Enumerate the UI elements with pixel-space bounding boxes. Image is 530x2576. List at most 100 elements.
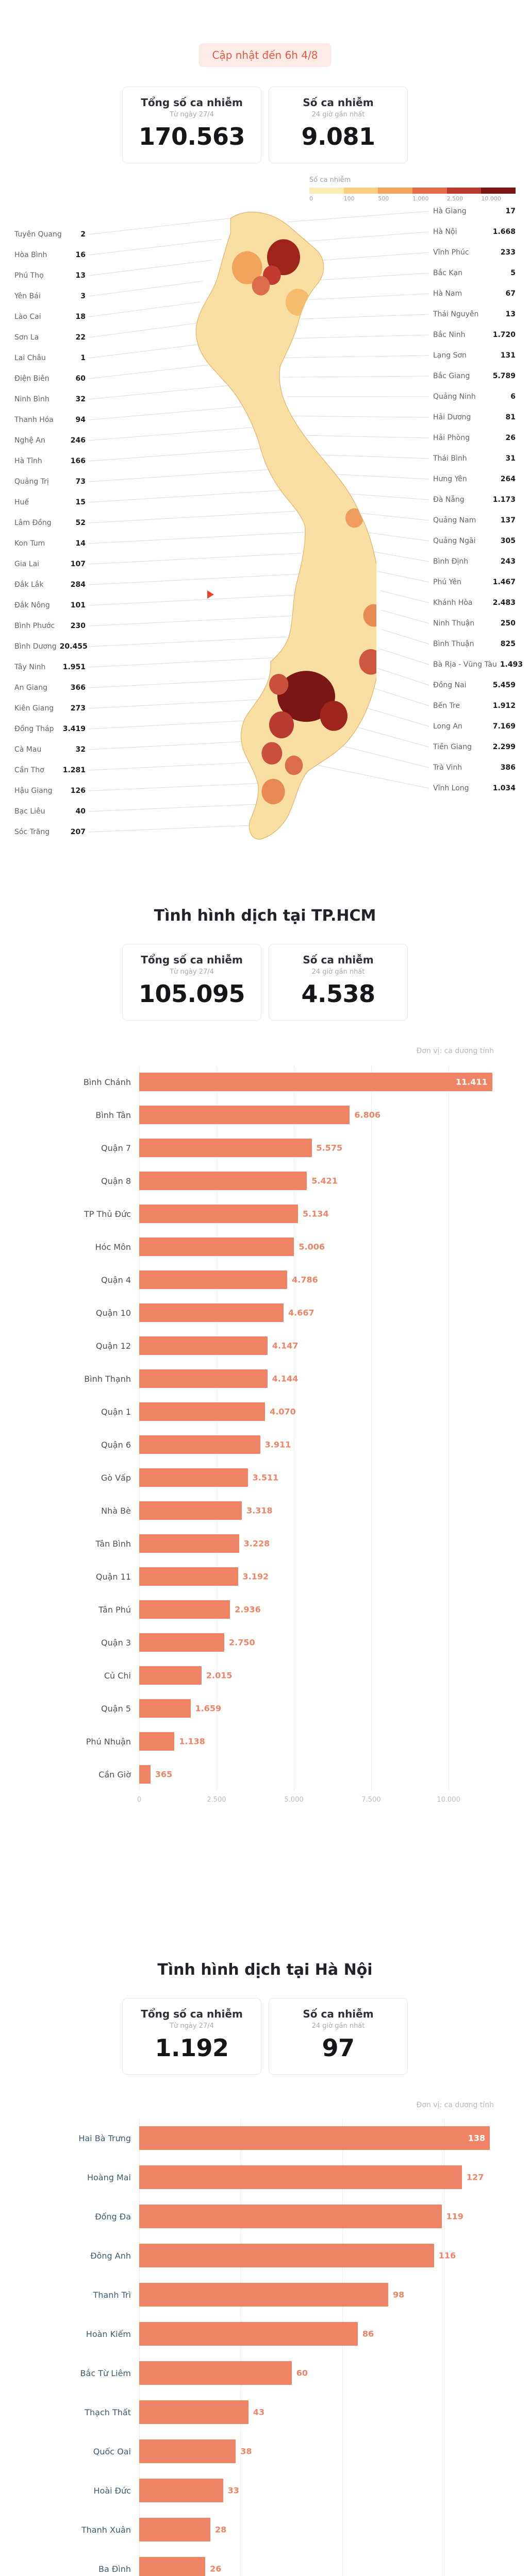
leader-line	[379, 649, 429, 665]
map-arrow-icon	[207, 590, 214, 599]
chart-bar: 33	[139, 2479, 239, 2502]
province-row: Trà Vinh 386	[433, 757, 516, 778]
chart-bar: 3.228	[139, 1534, 270, 1553]
chart-bar-value: 3.192	[242, 1571, 269, 1582]
chart-bar: 3.192	[139, 1567, 269, 1586]
province-name: Bình Phước	[14, 622, 55, 630]
province-name: Hải Phòng	[433, 434, 470, 442]
province-name: Khánh Hòa	[433, 599, 473, 607]
chart-row-label: Củ Chi	[104, 1670, 131, 1681]
province-name: An Giang	[14, 684, 47, 692]
province-row: Nghệ An 246	[14, 430, 86, 451]
chart-row-label: Quận 1	[101, 1406, 131, 1417]
province-value: 246	[70, 436, 86, 445]
province-name: Lâm Đồng	[14, 519, 52, 527]
province-row: Bình Phước 230	[14, 616, 86, 636]
province-row: Hải Dương 81	[433, 407, 516, 428]
province-name: Bến Tre	[433, 702, 460, 710]
province-name: Điện Biên	[14, 375, 49, 383]
chart-row-plot: 5.006	[139, 1238, 495, 1256]
chart-row-label: Bình Chánh	[83, 1077, 131, 1087]
province-row: Lạng Sơn 131	[433, 345, 516, 366]
chart-bar-value: 98	[393, 2290, 405, 2300]
province-name: Bình Định	[433, 557, 469, 566]
chart-row-plot: 4.667	[139, 1303, 495, 1322]
province-name: Hà Nam	[433, 290, 462, 298]
leader-line	[377, 668, 429, 686]
hanoi-total-caption: Từ ngày 27/4	[170, 2022, 214, 2030]
province-name: Sóc Trăng	[14, 828, 50, 836]
province-name: Hưng Yên	[433, 475, 467, 483]
chart-row-label: Quận 3	[101, 1637, 131, 1648]
province-name: Cần Thơ	[14, 766, 44, 774]
chart-row-label: Quận 4	[101, 1275, 131, 1285]
province-name: Hòa Bình	[14, 251, 47, 259]
chart-row-plot: 5.134	[139, 1205, 495, 1223]
province-value: 243	[500, 557, 516, 566]
province-value: 1.467	[492, 578, 516, 586]
chart-row-label: Hoàng Mai	[87, 2172, 131, 2182]
chart-row: Quận 12 4.147	[0, 1329, 530, 1362]
province-name: Thanh Hóa	[14, 416, 54, 424]
province-value: 22	[75, 333, 86, 342]
province-value: 230	[70, 622, 86, 630]
chart-bar: 5.006	[139, 1238, 325, 1256]
chart-row-plot: 6.806	[139, 1106, 495, 1124]
province-row: Tây Ninh 1.951	[14, 657, 86, 677]
province-name: Bình Dương	[14, 642, 57, 651]
province-name: Đà Nẵng	[433, 496, 465, 504]
province-value: 1.668	[492, 228, 516, 236]
province-name: Đồng Nai	[433, 681, 467, 689]
province-name: Tây Ninh	[14, 663, 46, 671]
province-row: Hà Giang 17	[433, 201, 516, 222]
chart-row-plot: 26	[139, 2557, 495, 2576]
chart-bar: 2.015	[139, 1666, 233, 1685]
province-row: Đồng Nai 5.459	[433, 675, 516, 696]
province-name: Bà Rịa - Vũng Tàu	[433, 660, 497, 669]
province-name: Sơn La	[14, 333, 39, 342]
province-row: Đắk Nông 101	[14, 595, 86, 616]
chart-row: Quốc Oai 38	[0, 2432, 530, 2471]
chart-row-plot: 5.575	[139, 1139, 495, 1157]
legend-tick-label: 100	[343, 195, 355, 202]
province-name: Phú Thọ	[14, 272, 44, 280]
chart-row: Gò Vấp 3.511	[0, 1461, 530, 1494]
province-row: Quảng Ninh 6	[433, 386, 516, 407]
province-value: 1.912	[492, 702, 516, 710]
chart-row: Bình Chánh 11.411	[0, 1065, 530, 1098]
chart-bar: 26	[139, 2557, 221, 2576]
chart-row: Bình Tân 6.806	[0, 1098, 530, 1131]
province-row: Đà Nẵng 1.173	[433, 489, 516, 510]
province-value: 250	[500, 619, 516, 628]
chart-bar: 4.144	[139, 1369, 298, 1388]
chart-row-plot: 11.411	[139, 1073, 495, 1091]
hcm-total-box: Tổng số ca nhiễm Từ ngày 27/4 105.095	[122, 944, 261, 1021]
leader-line	[367, 532, 429, 541]
province-name: Hậu Giang	[14, 787, 53, 795]
province-name: Hà Giang	[433, 207, 467, 215]
chart-row: Quận 3 2.750	[0, 1626, 530, 1659]
hanoi-district-chart: Hai Bà Trưng 138 Hoàng Mai 127 Đống Đa 119 Đôn…	[0, 2119, 530, 2576]
chart-row-label: TP Thủ Đức	[84, 1209, 131, 1219]
province-row: Phú Thọ 13	[14, 265, 86, 286]
province-value: 1.034	[492, 784, 516, 792]
hanoi-total-box: Tổng số ca nhiễm Từ ngày 27/4 1.192	[122, 1998, 261, 2075]
province-row: Lai Châu 1	[14, 348, 86, 368]
province-row: Đắk Lắk 284	[14, 574, 86, 595]
province-row: Bắc Kạn 5	[433, 263, 516, 283]
chart-bar-value: 3.228	[243, 1538, 270, 1549]
province-value: 7.169	[492, 722, 516, 731]
province-row: Phú Yên 1.467	[433, 572, 516, 592]
chart-bar: 4.147	[139, 1336, 298, 1355]
chart-row-label: Quận 12	[95, 1341, 131, 1351]
chart-row-label: Nhà Bè	[101, 1505, 131, 1516]
province-row: Bình Định 243	[433, 551, 516, 572]
province-row: Hải Phòng 26	[433, 428, 516, 448]
leader-line	[377, 571, 429, 583]
hcm-recent-label: Số ca nhiễm	[303, 954, 374, 966]
axis-tick-label: 2.500	[207, 1796, 226, 1804]
chart-row-plot: 98	[139, 2283, 495, 2307]
province-value: 2	[80, 230, 86, 239]
chart-bar-value: 4.147	[272, 1341, 299, 1351]
province-row: Ninh Bình 32	[14, 389, 86, 410]
